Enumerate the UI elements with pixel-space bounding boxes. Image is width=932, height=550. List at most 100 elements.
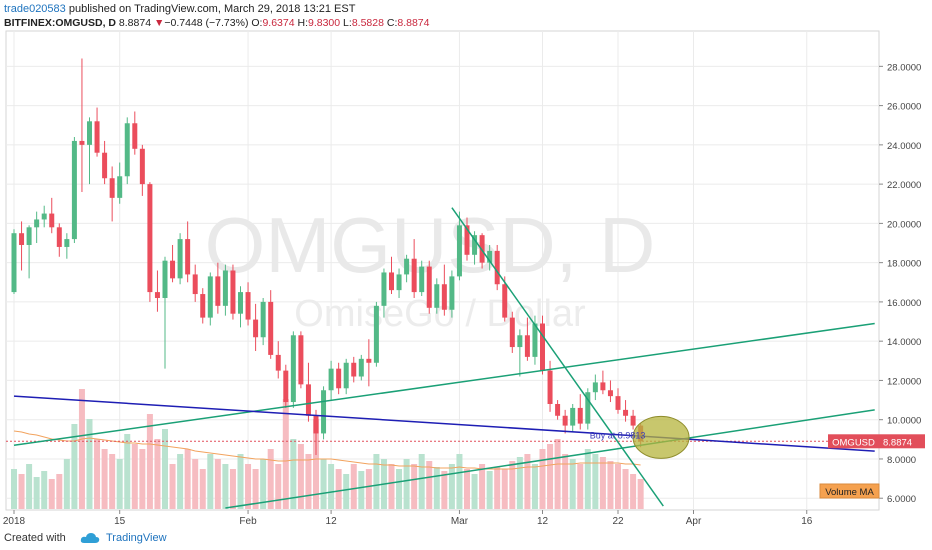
volume-bar [260, 459, 267, 509]
candle-body [532, 323, 538, 357]
candle-body [366, 358, 372, 363]
candle-body [283, 370, 289, 403]
volume-bar [252, 469, 259, 509]
y-tick-label: 14.0000 [887, 337, 921, 348]
candle [170, 244, 176, 283]
candle [358, 354, 364, 381]
price-label-symbol: OMGUSD [832, 437, 875, 448]
volume-bar [547, 444, 554, 509]
symbol-label[interactable]: BITFINEX:OMGUSD, D [4, 17, 116, 29]
volume-bar [154, 439, 161, 509]
candle-body [419, 266, 425, 293]
x-tick-label: 12 [537, 516, 549, 527]
candle-body [404, 258, 410, 275]
volume-bar [78, 389, 85, 509]
candle [464, 217, 470, 261]
tradingview-brand[interactable]: TradingView [106, 532, 167, 544]
volume-bar [101, 449, 108, 509]
volume-bar [615, 464, 621, 509]
volume-bar [207, 454, 214, 509]
volume-bar [501, 469, 508, 509]
volume-bar [373, 454, 380, 509]
candle [321, 386, 327, 440]
volume-bar [479, 464, 486, 509]
candle [56, 223, 62, 257]
axes: 28.0000 26.0000 24.0000 22.0000 20.0000 18.00… [3, 62, 921, 527]
candle-body [87, 121, 92, 145]
candle [630, 409, 636, 430]
candle [192, 264, 198, 302]
x-tick-label: 2018 [3, 516, 26, 527]
volume-bar [169, 464, 176, 509]
footer: Created with TradingView [0, 528, 932, 550]
y-tick-label: 18.0000 [887, 259, 921, 270]
volume-bar [456, 454, 463, 509]
candle [132, 111, 138, 155]
candle [260, 297, 266, 346]
candle [222, 264, 228, 316]
candle-body [389, 272, 394, 291]
volume-bar [18, 474, 25, 509]
candle [585, 388, 591, 430]
volume-bar [146, 414, 153, 509]
candle [517, 329, 523, 377]
candle-body [555, 403, 561, 416]
candle-body [607, 390, 613, 397]
candle-body [487, 250, 493, 263]
candle-body [358, 358, 364, 377]
x-tick-label: 12 [326, 516, 338, 527]
candle [396, 268, 402, 298]
candle-body [102, 152, 108, 179]
candle [154, 270, 160, 312]
volume-bar [630, 474, 637, 509]
candle [313, 409, 319, 456]
candle-body [260, 301, 266, 338]
candle-body [343, 362, 349, 389]
candle [381, 268, 387, 318]
volume-ma [13, 430, 641, 470]
volume-bar [562, 454, 569, 509]
candle [117, 162, 123, 204]
candle [494, 244, 500, 291]
candle [562, 409, 568, 434]
author-link[interactable]: trade020583 [4, 3, 66, 15]
candle-body [449, 276, 455, 310]
candle-body [64, 239, 70, 247]
volume-bar [486, 471, 493, 509]
candle-body [56, 227, 62, 247]
candle-body [147, 184, 153, 293]
volume-bar [599, 457, 606, 509]
candle-body [570, 407, 576, 426]
candle-body [592, 382, 598, 393]
candle [162, 256, 168, 369]
candle [139, 144, 145, 196]
volume-ma-label-text: Volume MA [825, 487, 874, 498]
volume-bar [403, 459, 410, 509]
candle-body [139, 148, 145, 185]
volume-bar [494, 467, 501, 509]
candle-body [19, 233, 25, 245]
candle-body [41, 213, 47, 220]
volume-bar [282, 399, 289, 509]
volume-bar [539, 449, 546, 509]
candle [109, 166, 115, 222]
candle-body [268, 301, 274, 355]
candle [351, 356, 357, 383]
candle-body [207, 276, 213, 318]
volume-bar [313, 419, 319, 509]
candle [49, 197, 55, 234]
drawings: Buy at 8.9813 [6, 207, 879, 509]
candle [336, 362, 342, 395]
candle-body [524, 335, 530, 357]
high-value: 9.8300 [308, 17, 341, 29]
candle [79, 58, 85, 192]
candle [600, 370, 606, 395]
volume-bar [426, 461, 433, 509]
candle-body [321, 390, 327, 434]
y-tick-label: 20.0000 [887, 219, 921, 230]
candle-body [373, 305, 379, 363]
candle [343, 358, 349, 395]
candle [253, 303, 259, 351]
candle [147, 182, 153, 302]
